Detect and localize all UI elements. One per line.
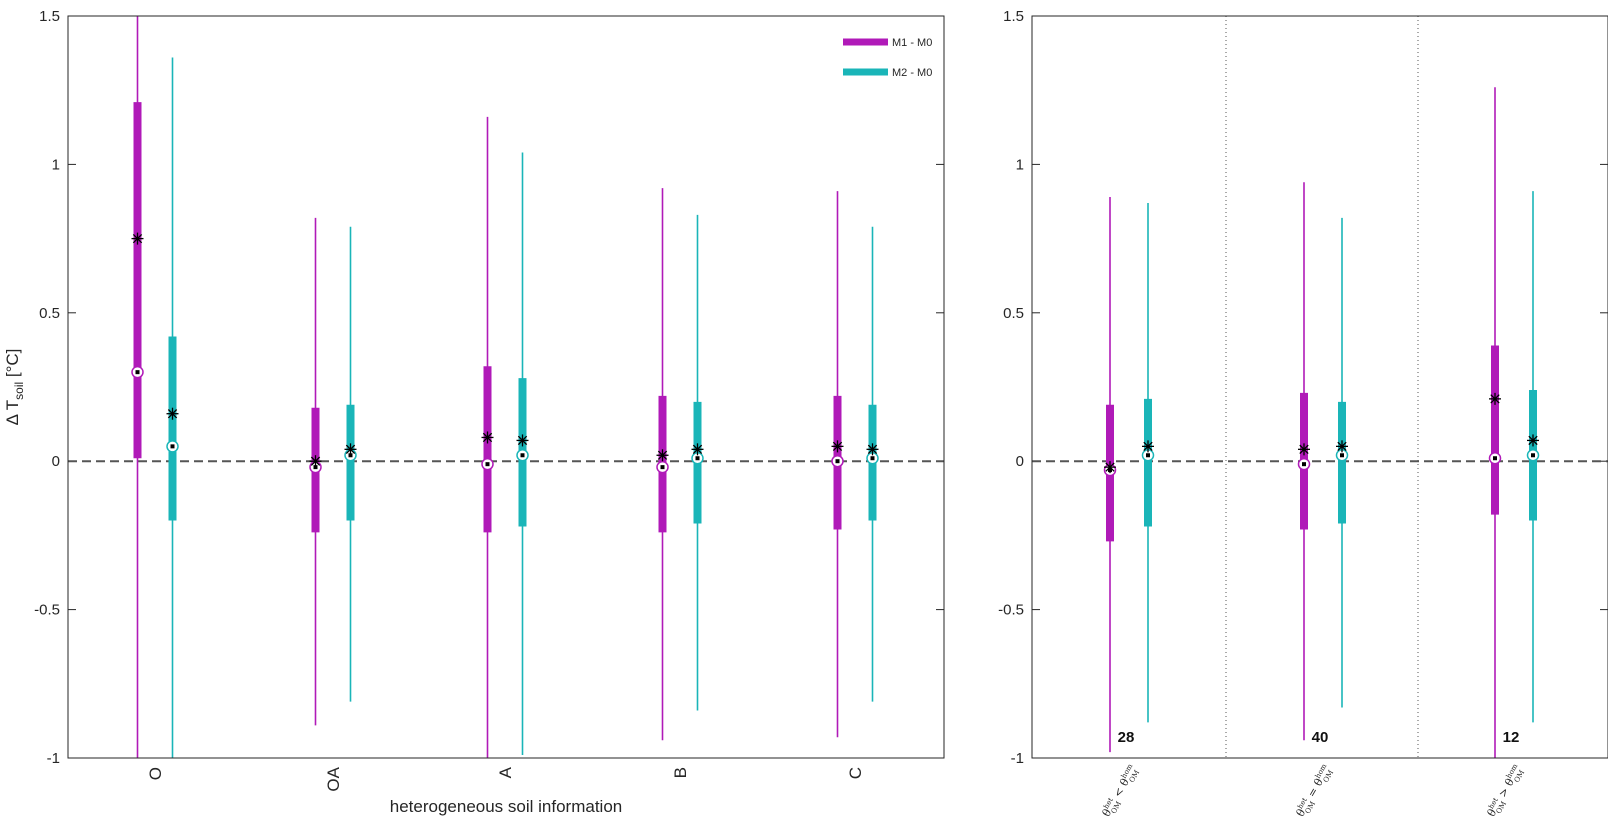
x-axis-title: heterogeneous soil information	[390, 797, 622, 816]
mean-marker	[1142, 440, 1154, 453]
y-tick-label: -0.5	[34, 602, 60, 619]
right-category-labels: θhetOM < θhomOM θhetOM = θhomOM θhetOM > θ…	[1099, 762, 1528, 820]
box-m1	[831, 191, 844, 738]
sample-count-label: 12	[1503, 729, 1520, 746]
x-tick-label: C	[846, 767, 865, 779]
left-category-labels: O OA A B C	[146, 766, 865, 791]
box-m2	[516, 152, 529, 756]
mean-marker	[481, 431, 494, 444]
box-m1	[656, 188, 669, 741]
right-counts: 28 40 12	[1118, 729, 1520, 746]
mean-marker	[309, 455, 322, 468]
right-chart: -1-0.500.511.5 28 40 12 θhetOM < θhomOMθhe…	[998, 8, 1608, 820]
box-m2	[866, 226, 879, 702]
median-dot	[170, 444, 175, 449]
mean-marker	[131, 232, 144, 245]
median-dot	[695, 456, 700, 461]
x-tick-label: A	[496, 766, 515, 778]
box-m2	[344, 226, 357, 702]
box-m2	[1335, 217, 1349, 708]
median-dot	[870, 456, 875, 461]
median-dot	[485, 462, 490, 467]
median-dot	[835, 459, 840, 464]
y-tick-label: -1	[47, 750, 60, 767]
median-dot	[135, 370, 140, 375]
y-tick-label: 1.5	[39, 8, 60, 25]
box-m2	[1141, 202, 1155, 723]
box-m1	[1488, 87, 1502, 758]
box-m1	[131, 16, 144, 758]
left-y-axis: -1 -0.5 0 0.5 1 1.5	[34, 8, 944, 767]
legend: M1 - M0 M2 - M0	[843, 37, 932, 79]
mean-marker	[1104, 461, 1116, 474]
box-m1	[1297, 182, 1311, 741]
median-dot	[1302, 462, 1306, 467]
x-tick-label: B	[671, 767, 690, 778]
mean-marker	[1489, 392, 1501, 405]
mean-marker	[516, 434, 529, 447]
mean-marker	[166, 407, 179, 420]
mean-marker	[656, 449, 669, 462]
y-axis-title-base: Δ T	[3, 400, 22, 426]
box-m2	[1526, 191, 1540, 723]
box-m1	[309, 217, 322, 726]
x-tick-label: OA	[324, 766, 343, 791]
x-tick-label: θhetOM = θhomOM	[1293, 762, 1337, 820]
mean-marker	[691, 443, 704, 456]
median-dot	[660, 465, 665, 470]
y-axis-title-sub: soil	[12, 382, 26, 400]
y-tick-label: 0	[52, 453, 60, 470]
legend-label-m1: M1 - M0	[892, 37, 932, 49]
y-tick-label: 1.5	[1003, 8, 1024, 25]
right-y-axis: -1 -0.5 0 0.5 1 1.5	[998, 8, 1608, 767]
left-boxes	[131, 16, 879, 758]
mean-marker	[344, 443, 357, 456]
y-tick-label: 1	[52, 156, 60, 173]
mean-marker	[1336, 440, 1348, 453]
mean-marker	[866, 443, 879, 456]
y-tick-label: -1	[1011, 750, 1024, 767]
box-m1	[1103, 197, 1117, 753]
right-boxes	[1103, 87, 1540, 758]
y-tick-label: -0.5	[998, 602, 1024, 619]
sample-count-label: 28	[1118, 729, 1135, 746]
left-plot-frame	[67, 15, 945, 759]
y-axis-title-unit: [°C]	[3, 349, 22, 382]
median-dot	[1146, 453, 1150, 458]
right-separators	[1225, 16, 1419, 758]
median-dot	[1493, 456, 1497, 461]
right-plot-frame	[1031, 15, 1608, 759]
box-m2	[166, 57, 179, 758]
x-tick-label: θhetOM < θhomOM	[1099, 762, 1143, 820]
left-chart: -1 -0.5 0 0.5 1 1.5 O OA A B C heterogeneous soil…	[3, 8, 945, 816]
y-tick-label: 0.5	[39, 305, 60, 322]
box-m1	[481, 116, 494, 758]
y-tick-label: 1	[1016, 156, 1024, 173]
legend-label-m2: M2 - M0	[892, 67, 932, 79]
median-dot	[520, 453, 525, 458]
median-dot	[1340, 453, 1344, 458]
mean-marker	[1527, 434, 1539, 447]
x-tick-label: θhetOM > θhomOM	[1484, 762, 1528, 820]
box-m2	[691, 214, 704, 711]
x-tick-label: O	[146, 767, 165, 780]
sample-count-label: 40	[1312, 729, 1329, 746]
y-axis-title: Δ Tsoil [°C]	[3, 349, 26, 426]
mean-marker	[831, 440, 844, 453]
median-dot	[1531, 453, 1535, 458]
y-tick-label: 0	[1016, 453, 1024, 470]
mean-marker	[1298, 443, 1310, 456]
y-tick-label: 0.5	[1003, 305, 1024, 322]
